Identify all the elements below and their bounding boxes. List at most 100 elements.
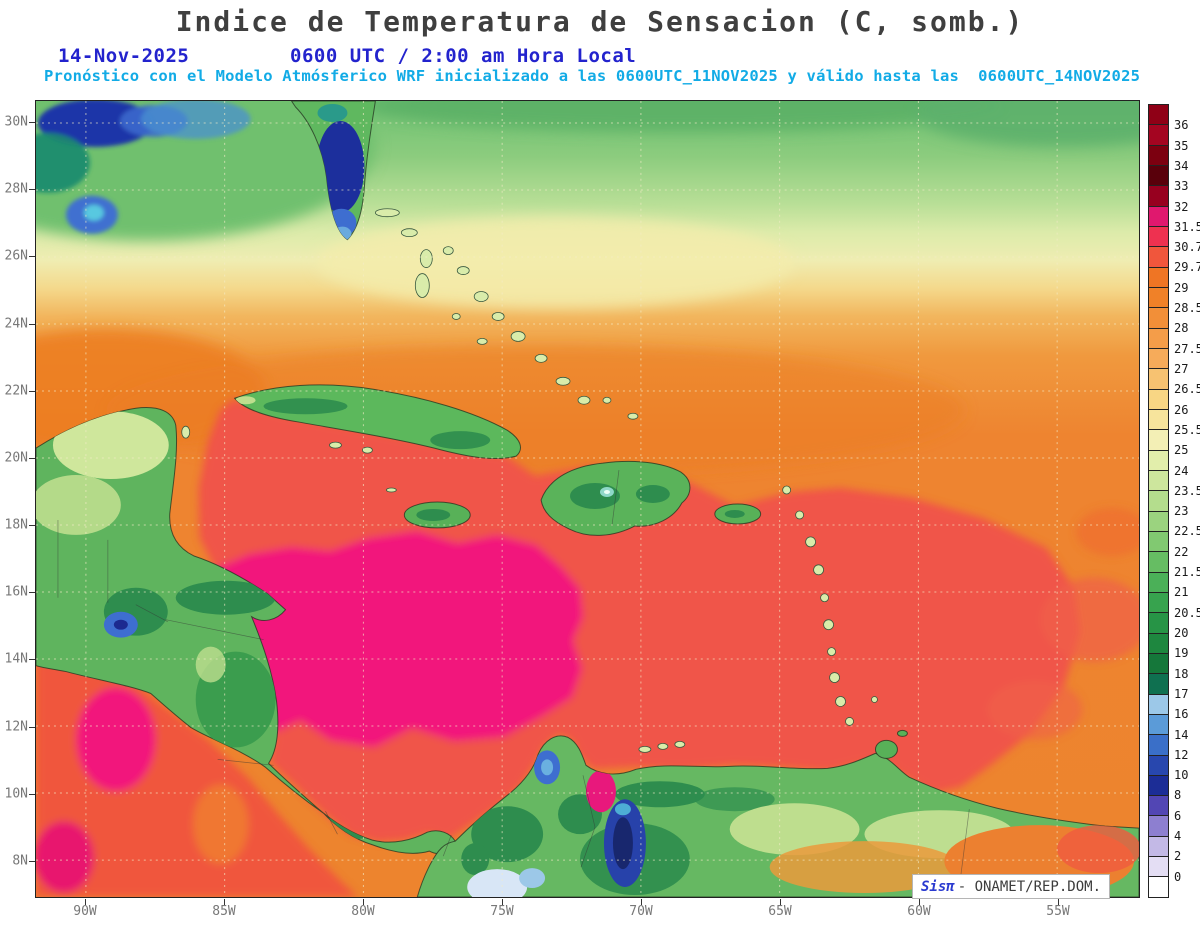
gulf-cold-front-blobs	[36, 101, 251, 234]
lon-axis-tick	[1058, 899, 1059, 905]
colorbar-label: 34	[1174, 158, 1189, 173]
colorbar-cell	[1149, 735, 1168, 756]
watermark-brand: Sisπ	[921, 878, 955, 895]
lat-axis-tick	[29, 592, 35, 594]
colorbar-label: 22.5	[1174, 524, 1200, 539]
lon-axis-tick	[780, 899, 781, 905]
lat-label: 10N	[4, 786, 28, 802]
lat-axis-tick	[29, 323, 35, 325]
lat-axis-tick	[29, 525, 35, 527]
colorbar-cell	[1149, 105, 1168, 126]
lat-axis-tick	[29, 390, 35, 392]
land-temperature-detail	[36, 103, 1139, 897]
colorbar-cell	[1149, 511, 1168, 532]
lat-label: 8N	[12, 853, 28, 869]
colorbar-cell	[1149, 125, 1168, 146]
lat-label: 22N	[4, 383, 28, 399]
colorbar-label: 16	[1174, 707, 1189, 722]
colorbar-cell	[1149, 430, 1168, 451]
colorbar-cell	[1149, 348, 1168, 370]
colorbar-cell	[1149, 674, 1168, 695]
colorbar-cell	[1149, 491, 1168, 512]
lat-label: 20N	[4, 450, 28, 466]
colorbar-cell	[1149, 247, 1168, 268]
lon-label: 80W	[351, 904, 375, 919]
colorbar-label: 35	[1174, 138, 1189, 153]
colorbar-cell	[1149, 633, 1168, 654]
lon-axis-tick	[919, 899, 920, 905]
colorbar-label: 26.5	[1174, 382, 1200, 397]
colorbar-cell	[1149, 226, 1168, 248]
colorbar-cell	[1149, 877, 1168, 897]
colorbar-cell	[1149, 653, 1168, 675]
colorbar-cell	[1149, 206, 1168, 227]
colorbar-label: 0	[1174, 869, 1182, 884]
lat-label: 30N	[4, 114, 28, 130]
small-islands	[181, 208, 878, 753]
lat-axis-tick	[29, 726, 35, 728]
colorbar-label: 33	[1174, 179, 1189, 194]
colorbar-label: 6	[1174, 808, 1182, 823]
colorbar-label: 25.5	[1174, 422, 1200, 437]
page-title: Indice de Temperatura de Sensacion (C, s…	[175, 5, 1025, 38]
colorbar-label: 20.5	[1174, 605, 1200, 620]
lat-axis-tick	[29, 256, 35, 258]
colorbar-label: 29.7	[1174, 260, 1200, 275]
lat-axis-tick	[29, 659, 35, 661]
map-frame	[35, 100, 1140, 898]
lon-label: 55W	[1046, 904, 1070, 919]
lat-axis-tick	[29, 457, 35, 459]
lat-label: 28N	[4, 181, 28, 197]
colorbar-label: 23	[1174, 504, 1189, 519]
colorbar-cell	[1149, 470, 1168, 492]
colorbar-cell	[1149, 186, 1168, 207]
lon-axis-tick	[85, 899, 86, 905]
forecast-valid-time: 0600 UTC / 2:00 am Hora Local	[290, 45, 637, 67]
lat-axis-tick	[29, 793, 35, 795]
colorbar-label: 26	[1174, 402, 1189, 417]
landmass-tobago	[896, 729, 908, 737]
colorbar-label: 29	[1174, 280, 1189, 295]
forecast-date: 14-Nov-2025	[58, 45, 190, 67]
colorbar-cell	[1149, 755, 1168, 776]
lat-label: 18N	[4, 517, 28, 533]
colorbar-cell	[1149, 165, 1168, 187]
colorbar-label: 18	[1174, 666, 1189, 681]
colorbar-label: 28	[1174, 321, 1189, 336]
colorbar-cell	[1149, 409, 1168, 431]
lat-label: 24N	[4, 316, 28, 332]
colorbar-cell	[1149, 836, 1168, 858]
colorbar-label: 25	[1174, 443, 1189, 458]
colorbar-label: 27	[1174, 362, 1189, 376]
colorbar-label: 24	[1174, 463, 1189, 478]
lon-axis-tick	[641, 899, 642, 905]
colorbar-label: 14	[1174, 727, 1189, 742]
lon-axis-tick	[502, 899, 503, 905]
colorbar-cell	[1149, 796, 1168, 817]
lon-axis-tick	[363, 899, 364, 905]
colorbar-label: 31.5	[1174, 219, 1200, 234]
lat-axis-tick	[29, 189, 35, 191]
colorbar-cell	[1149, 145, 1168, 166]
colorbar-label: 17	[1174, 686, 1189, 701]
colorbar-cell	[1149, 592, 1168, 614]
colorbar-label: 30.7	[1174, 240, 1200, 255]
colorbar-cell	[1149, 857, 1168, 878]
colorbar-label: 10	[1174, 768, 1189, 783]
lon-label: 85W	[212, 904, 236, 919]
colorbar-cell	[1149, 531, 1168, 553]
lat-axis-tick	[29, 122, 35, 123]
colorbar-label: 32	[1174, 199, 1189, 214]
colorbar-cell	[1149, 287, 1168, 309]
lon-label: 70W	[629, 904, 653, 919]
colorbar-cell	[1149, 369, 1168, 390]
colorbar-label: 21.5	[1174, 565, 1200, 580]
colorbar	[1148, 104, 1169, 898]
lon-label: 90W	[73, 904, 97, 919]
watermark-credit: - ONAMET/REP.DOM.	[957, 878, 1102, 895]
colorbar-cell	[1149, 328, 1168, 349]
colorbar-cell	[1149, 816, 1168, 837]
lat-axis-tick	[29, 860, 35, 862]
colorbar-cell	[1149, 613, 1168, 634]
